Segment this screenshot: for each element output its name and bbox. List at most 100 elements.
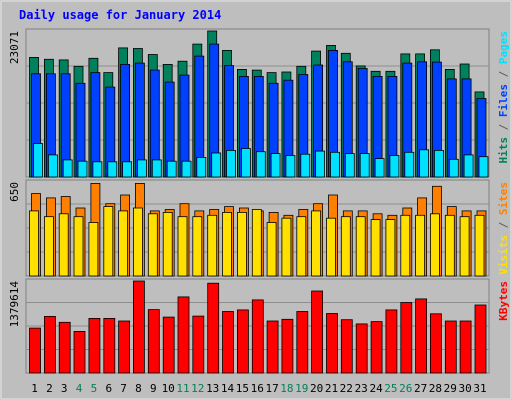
x-tick-label: 6 (105, 382, 112, 395)
bar-kbytes-day-9 (147, 309, 160, 374)
bar-kbytes-day-14 (222, 311, 234, 374)
y-axis-max-label: 23071 (8, 31, 21, 64)
x-tick-label: 18 (280, 382, 293, 395)
bar-visits-day-14 (222, 211, 232, 277)
bar-visits-day-1 (29, 210, 39, 277)
bar-pages-day-21 (330, 151, 340, 178)
x-tick-label: 5 (91, 382, 98, 395)
bar-kbytes-day-25 (385, 309, 398, 374)
legend-part: / (497, 117, 510, 137)
x-tick-label: 11 (176, 382, 189, 395)
x-tick-label: 19 (295, 382, 308, 395)
bar-pages-day-2 (48, 154, 58, 178)
series-legend-label: KBytes (497, 281, 510, 321)
bar-pages-day-9 (151, 159, 162, 178)
bar-pages-day-24 (374, 158, 385, 178)
bar-kbytes-day-20 (311, 290, 324, 374)
x-tick-label: 26 (399, 382, 412, 395)
bar-pages-day-17 (270, 153, 281, 178)
bar-kbytes-day-11 (177, 296, 190, 374)
series-legend-label: Hits / Files / Pages (497, 31, 510, 164)
x-tick-label: 30 (458, 382, 471, 395)
bar-visits-day-7 (118, 210, 128, 277)
bar-kbytes-day-26 (400, 302, 413, 374)
bar-kbytes-day-27 (415, 298, 428, 374)
bar-visits-day-2 (44, 216, 54, 277)
x-tick-label: 24 (369, 382, 383, 395)
bar-pages-day-30 (463, 154, 474, 178)
x-tick-label: 14 (221, 382, 235, 395)
bar-pages-day-1 (33, 143, 43, 178)
bar-kbytes-day-7 (118, 320, 130, 374)
bar-kbytes-day-2 (44, 315, 56, 374)
bar-pages-day-6 (107, 161, 118, 178)
x-tick-label: 25 (384, 382, 397, 395)
bar-visits-day-27 (415, 214, 426, 277)
bar-kbytes-day-1 (29, 327, 41, 374)
legend-part: Hits (497, 137, 510, 164)
x-tick-label: 27 (414, 382, 427, 395)
panel-middle: 650 Visits / Sites (8, 179, 510, 277)
x-axis-day-labels: 1 2 3 4 5 6 7 8 9 10 11 12 13 14 15 16 17 18 19 20 21 22 23 24 2… (31, 382, 486, 395)
bar-pages-day-7 (122, 161, 132, 178)
bar-pages-day-13 (211, 152, 222, 178)
panel-bottom: 1379614 KBytes (8, 278, 510, 374)
bar-visits-day-19 (296, 216, 307, 277)
x-tick-label: 9 (150, 382, 157, 395)
chart-title: Daily usage for January 2014 (19, 8, 221, 22)
bar-pages-day-10 (166, 160, 177, 178)
legend-part: Files (497, 84, 510, 117)
bar-pages-day-27 (419, 149, 430, 178)
bar-kbytes-day-5 (88, 317, 101, 374)
legend-part: / (497, 215, 510, 235)
bar-visits-day-29 (444, 214, 455, 277)
bar-kbytes-day-18 (281, 318, 294, 374)
bar-kbytes-day-19 (296, 311, 309, 374)
bar-kbytes-day-30 (459, 320, 472, 374)
bar-kbytes-day-17 (266, 320, 279, 374)
bar-visits-day-18 (281, 217, 292, 277)
bar-pages-day-28 (433, 149, 444, 178)
bar-visits-day-15 (236, 211, 247, 277)
bar-kbytes-day-13 (207, 282, 220, 374)
x-tick-label: 1 (31, 382, 38, 395)
bar-pages-day-15 (240, 148, 251, 178)
bar-visits-day-10 (162, 211, 173, 277)
bar-visits-day-16 (251, 209, 262, 277)
x-tick-label: 29 (444, 382, 457, 395)
bar-kbytes-day-31 (474, 304, 487, 374)
x-tick-label: 28 (429, 382, 442, 395)
bar-pages-day-16 (255, 151, 266, 178)
bar-pages-day-5 (92, 161, 103, 178)
bar-kbytes-day-15 (236, 309, 249, 374)
bar-pages-day-20 (315, 150, 326, 178)
bar-visits-day-20 (311, 210, 322, 277)
bar-kbytes-day-22 (340, 319, 353, 374)
y-axis-max-label: 1379614 (8, 281, 21, 328)
bar-visits-day-17 (266, 222, 277, 277)
bar-kbytes-day-8 (132, 280, 145, 374)
bar-visits-day-11 (177, 216, 188, 277)
panel-top: 23071 Hits / Files / Pages (8, 28, 510, 178)
x-tick-label: 7 (120, 382, 127, 395)
bar-files-day-5 (90, 72, 101, 178)
bar-pages-day-12 (196, 156, 207, 178)
x-tick-label: 3 (61, 382, 68, 395)
x-tick-label: 4 (76, 382, 83, 395)
bar-visits-day-13 (207, 214, 218, 277)
bar-files-day-7 (120, 64, 130, 178)
legend-part: KBytes (497, 281, 510, 321)
bar-kbytes-day-16 (251, 299, 264, 374)
bar-pages-day-14 (226, 149, 236, 178)
bar-pages-day-29 (448, 158, 459, 178)
x-tick-label: 22 (340, 382, 353, 395)
bar-kbytes-day-3 (58, 321, 71, 374)
chart-panels: 23071 Hits / Files / Pages 650 Visits / Sit… (8, 28, 510, 374)
bar-visits-day-31 (474, 214, 485, 277)
x-tick-label: 8 (135, 382, 142, 395)
bar-kbytes-day-4 (73, 330, 86, 374)
bar-pages-day-11 (181, 160, 192, 178)
bar-visits-day-8 (132, 207, 143, 277)
bar-pages-day-25 (389, 155, 400, 178)
